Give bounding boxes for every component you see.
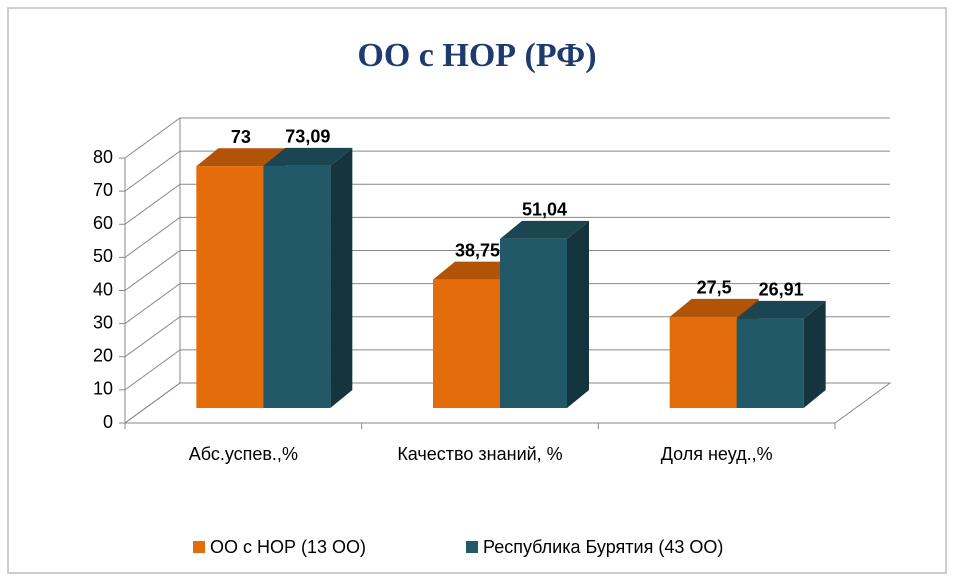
y-tick-label: 60 [93, 213, 113, 233]
y-tick-label: 50 [93, 246, 113, 266]
y-tick-label: 20 [93, 346, 113, 366]
x-tick-label: Абс.успев.,% [188, 444, 298, 464]
bar [500, 238, 567, 408]
legend-label: ОО с НОР (13 ОО) [210, 537, 366, 557]
y-tick-label: 30 [93, 312, 113, 332]
x-tick-label: Качество знаний, % [397, 444, 563, 464]
bar [736, 318, 804, 408]
bar-top [736, 300, 826, 319]
y-tick-label: 10 [93, 379, 113, 399]
bar-top [433, 261, 522, 280]
value-label: 38,75 [455, 240, 500, 260]
value-label: 73 [231, 127, 251, 147]
legend-swatch [466, 541, 478, 553]
bar [263, 165, 331, 408]
value-label: 26,91 [759, 280, 804, 300]
bar-top [669, 298, 759, 317]
bar-top [196, 148, 286, 167]
bar [433, 279, 500, 408]
y-tick-label: 80 [93, 147, 113, 167]
bar [196, 166, 264, 408]
y-tick-label: 0 [103, 412, 113, 432]
value-label: 51,04 [522, 200, 567, 220]
bar-side [803, 300, 826, 408]
bar-side [567, 220, 589, 408]
legend-swatch [193, 541, 205, 553]
value-label: 27,5 [697, 278, 732, 298]
bar-top [263, 147, 353, 166]
bar [669, 316, 737, 408]
bar-top [500, 220, 589, 239]
y-tick-label: 40 [93, 279, 113, 299]
chart-title: ОО с НОР (РФ) [357, 37, 596, 74]
x-tick-label: Доля неуд.,% [660, 444, 773, 464]
y-tick-label: 70 [93, 180, 113, 200]
bar-side [330, 147, 353, 408]
value-label: 73,09 [285, 127, 330, 147]
legend-label: Республика Бурятия (43 ОО) [483, 537, 723, 557]
